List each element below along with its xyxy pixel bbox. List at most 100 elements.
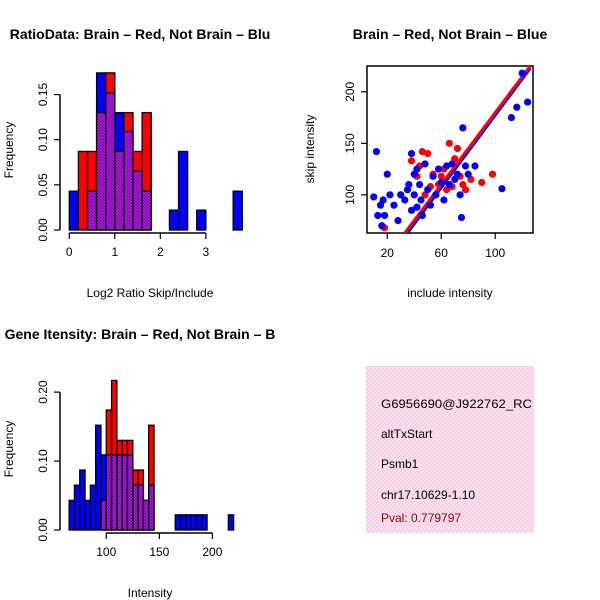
- point-not-brain: [421, 160, 429, 168]
- point-brain: [407, 157, 416, 165]
- point-brain: [461, 186, 470, 194]
- point-not-brain: [464, 170, 472, 178]
- chart3-title: Gene Itensity: Brain – Red, Not Brain – …: [5, 326, 276, 342]
- y-tick-label: 0.05: [36, 173, 50, 197]
- point-brain: [488, 170, 497, 178]
- point-not-brain: [448, 160, 456, 168]
- point-brain: [418, 147, 426, 156]
- x-tick-label: 150: [149, 545, 169, 559]
- chart1-x-axis: 0 1 2 3: [66, 232, 210, 259]
- chart2-x-label: include intensity: [407, 286, 492, 300]
- bar-overlap: [95, 111, 107, 231]
- chart2-title: Brain – Red, Not Brain – Blue: [353, 26, 548, 42]
- x-tick-label: 200: [202, 545, 222, 559]
- point-not-brain: [378, 222, 386, 230]
- point-not-brain: [429, 172, 437, 180]
- bar-not-brain: [185, 514, 192, 531]
- point-not-brain: [413, 203, 421, 211]
- chart2-x-axis: 20 60 100: [381, 233, 506, 260]
- point-brain: [453, 144, 462, 153]
- bar-not-brain: [195, 514, 203, 531]
- point-not-brain: [379, 196, 387, 204]
- x-tick-label: 0: [66, 245, 73, 259]
- point-not-brain: [524, 98, 532, 106]
- gene-intensity-histogram: Gene Itensity: Brain – Red, Not Brain – …: [2, 326, 275, 600]
- y-tick-label: 0.10: [36, 449, 50, 473]
- x-tick-label: 3: [203, 245, 210, 259]
- bar-overlap: [148, 484, 155, 531]
- point-not-brain: [471, 162, 479, 170]
- x-tick-label: 2: [157, 245, 164, 259]
- point-not-brain: [397, 191, 405, 199]
- point-not-brain: [372, 147, 381, 156]
- point-not-brain: [386, 191, 394, 199]
- chart2-y-axis: 100 150 200: [343, 81, 367, 205]
- chart1-x-label: Log2 Ratio Skip/Include: [87, 286, 214, 300]
- y-tick-label: 0.20: [36, 380, 50, 404]
- bar-overlap: [105, 454, 113, 531]
- chart2-points: [370, 69, 532, 232]
- bar-overlap: [142, 499, 150, 531]
- bar-overlap: [100, 499, 107, 531]
- bar-not-brain: [174, 514, 182, 531]
- point-not-brain: [432, 191, 440, 199]
- x-tick-label: 100: [485, 246, 505, 260]
- bar-not-brain: [196, 209, 207, 231]
- bar-overlap: [137, 484, 145, 531]
- x-tick-label: 20: [381, 246, 395, 260]
- point-not-brain: [426, 201, 435, 209]
- point-not-brain: [394, 217, 402, 225]
- bar-not-brain: [73, 484, 81, 531]
- point-not-brain: [445, 180, 453, 189]
- bar-not-brain: [177, 150, 189, 231]
- bar-not-brain: [68, 499, 76, 531]
- y-tick-label: 100: [343, 185, 357, 205]
- point-brain: [437, 172, 445, 180]
- fit-line-brain: [403, 66, 532, 233]
- point-brain: [478, 178, 486, 187]
- point-not-brain: [401, 196, 409, 204]
- chart3-x-axis: 100 150 200: [96, 532, 223, 559]
- bar-overlap: [105, 92, 116, 231]
- bar-not-brain: [68, 190, 80, 231]
- bar-not-brain: [179, 514, 187, 531]
- info-gene: Psmb1: [381, 457, 419, 471]
- point-not-brain: [518, 69, 526, 77]
- y-tick-label: 0.00: [36, 518, 50, 542]
- bar-not-brain: [227, 514, 235, 531]
- point-not-brain: [407, 206, 416, 214]
- bar-overlap: [132, 170, 143, 231]
- bar-brain: [77, 150, 89, 231]
- bar-not-brain: [201, 514, 208, 531]
- bar-overlap: [114, 150, 125, 231]
- info-panel-background: [366, 366, 534, 533]
- point-not-brain: [456, 191, 464, 199]
- y-tick-label: 0.15: [36, 83, 50, 107]
- point-not-brain: [413, 165, 421, 173]
- point-not-brain: [370, 193, 378, 201]
- chart1-y-label: Frequency: [2, 122, 16, 179]
- bar-not-brain: [79, 469, 86, 531]
- point-not-brain: [407, 150, 416, 158]
- x-tick-label: 60: [435, 246, 449, 260]
- intensity-scatter: Brain – Red, Not Brain – Blue 20 60 100 10…: [303, 26, 547, 300]
- point-not-brain: [410, 191, 418, 199]
- chart3-x-label: Intensity: [128, 586, 173, 600]
- chart2-plot-box: [366, 65, 534, 234]
- chart1-title: RatioData: Brain – Red, Not Brain – Blu: [10, 26, 271, 42]
- point-not-brain: [457, 213, 466, 222]
- bar-not-brain: [84, 499, 91, 531]
- point-not-brain: [417, 196, 425, 204]
- chart1-y-axis: 0.00 0.05 0.10 0.15: [36, 83, 61, 242]
- info-location: chr17.10629-1.10: [381, 488, 475, 502]
- bar-overlap: [86, 190, 98, 231]
- point-not-brain: [424, 186, 432, 194]
- bar-not-brain: [168, 209, 180, 231]
- y-tick-label: 150: [343, 133, 357, 153]
- info-panel: G6956690@J922762_RC altTxStart Psmb1 chr…: [366, 366, 534, 533]
- point-not-brain: [416, 180, 424, 189]
- info-pval: Pval: 0.779797: [381, 511, 461, 525]
- point-not-brain: [437, 178, 445, 187]
- point-not-brain: [440, 196, 448, 204]
